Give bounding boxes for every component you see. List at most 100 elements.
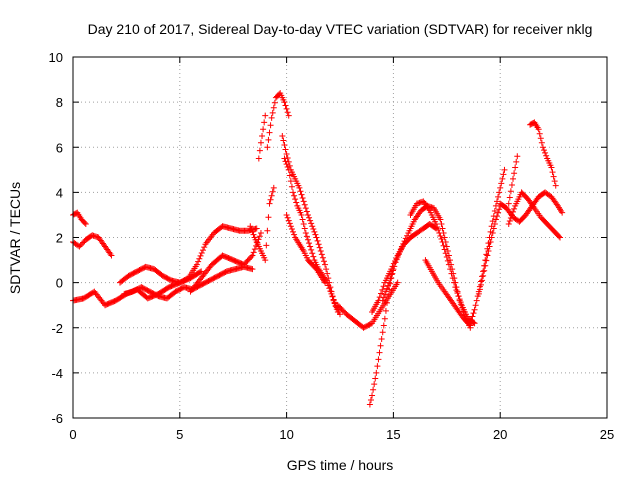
data-point xyxy=(536,130,543,137)
gridlines xyxy=(73,57,607,418)
data-point xyxy=(468,316,475,323)
y-axis-label: SDTVAR / TECUs xyxy=(7,182,23,294)
data-point xyxy=(392,259,399,266)
data-point xyxy=(286,220,293,227)
data-point xyxy=(283,211,290,218)
data-point xyxy=(322,261,329,268)
data-point xyxy=(490,225,497,232)
data-point xyxy=(325,282,332,289)
data-point xyxy=(257,229,264,236)
data-point xyxy=(379,286,386,293)
data-point xyxy=(480,272,487,279)
data-point xyxy=(308,220,315,227)
y-tick-label: 8 xyxy=(56,95,63,110)
data-point xyxy=(298,191,305,198)
chart-title: Day 210 of 2017, Sidereal Day-to-day VTE… xyxy=(88,21,593,37)
y-tick-label: 10 xyxy=(49,50,63,65)
data-point xyxy=(398,243,405,250)
data-point xyxy=(291,192,298,199)
series-arc-q xyxy=(407,198,478,327)
data-point xyxy=(285,217,292,224)
data-point xyxy=(195,258,202,265)
data-point xyxy=(505,200,512,207)
data-point xyxy=(327,288,334,295)
series-arc-d xyxy=(116,223,260,286)
data-point xyxy=(377,342,384,349)
data-point xyxy=(306,240,313,247)
data-point xyxy=(299,195,306,202)
data-point xyxy=(548,164,555,171)
series-arc-x xyxy=(505,153,521,207)
data-point xyxy=(439,225,446,232)
data-point xyxy=(443,243,450,250)
data-point xyxy=(538,139,545,146)
data-point xyxy=(488,234,495,241)
data-point xyxy=(443,254,450,261)
data-point xyxy=(495,193,502,200)
data-point xyxy=(397,246,404,253)
data-point xyxy=(306,214,313,221)
data-point xyxy=(506,194,513,201)
data-point xyxy=(470,310,477,317)
data-point xyxy=(290,228,297,235)
data-point xyxy=(497,184,504,191)
data-point xyxy=(261,119,268,126)
data-point xyxy=(506,217,513,224)
data-point xyxy=(286,172,293,179)
data-point xyxy=(551,178,558,185)
data-point xyxy=(378,336,385,343)
data-point xyxy=(329,293,336,300)
data-point xyxy=(477,281,484,288)
data-point xyxy=(482,262,489,269)
data-point xyxy=(444,257,451,264)
data-point xyxy=(370,386,377,393)
data-point xyxy=(281,155,288,162)
data-point xyxy=(300,198,307,205)
data-point xyxy=(315,241,322,248)
series-arc-b xyxy=(70,232,115,259)
data-point xyxy=(542,149,549,156)
data-point xyxy=(491,207,498,214)
data-point xyxy=(328,290,335,297)
data-point xyxy=(393,256,400,263)
data-point xyxy=(201,244,208,251)
data-point xyxy=(386,279,393,286)
data-point xyxy=(375,356,382,363)
data-point xyxy=(250,231,257,238)
data-point xyxy=(505,220,512,227)
data-point xyxy=(456,296,463,303)
data-point xyxy=(448,270,455,277)
series-arc-g xyxy=(247,184,277,264)
data-point xyxy=(555,233,562,240)
data-point xyxy=(280,137,287,144)
data-point xyxy=(265,214,272,221)
data-point xyxy=(543,152,550,159)
data-point xyxy=(309,223,316,230)
data-point xyxy=(500,171,507,178)
data-point xyxy=(471,306,478,313)
data-point xyxy=(249,266,256,273)
data-point xyxy=(467,320,474,327)
data-point xyxy=(367,396,374,403)
data-point xyxy=(262,257,269,264)
data-point xyxy=(441,246,448,253)
data-point xyxy=(318,251,325,258)
data-point xyxy=(264,227,271,234)
series-arc-v xyxy=(505,189,564,241)
data-point xyxy=(302,229,309,236)
data-point xyxy=(400,240,407,247)
data-point xyxy=(264,144,271,151)
data-point xyxy=(251,246,258,253)
data-point xyxy=(540,147,547,154)
data-point xyxy=(394,279,401,286)
data-point xyxy=(284,154,291,161)
data-point xyxy=(385,282,392,289)
data-point xyxy=(196,269,203,276)
data-point xyxy=(437,216,444,223)
tick-labels: 0 5 10 15 20 25 -6 -4 -2 0 2 4 6 8 10 xyxy=(49,50,615,442)
data-point xyxy=(281,99,288,106)
data-point xyxy=(469,313,476,320)
data-point xyxy=(296,184,303,191)
data-point xyxy=(303,208,310,215)
data-point xyxy=(496,206,503,213)
